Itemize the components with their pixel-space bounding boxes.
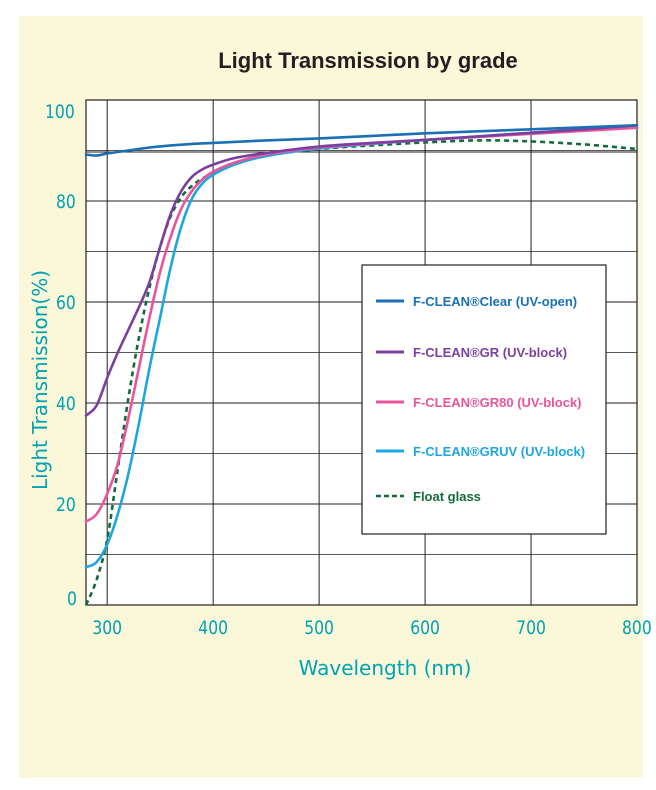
series-lines: [84, 124, 639, 606]
x-tick-label: 400: [198, 618, 228, 640]
legend-box: [361, 264, 607, 535]
legend-label: F-CLEAN®Clear (UV-open): [413, 294, 577, 309]
x-tick-labels: 300 400 500 600 700 800: [92, 618, 651, 640]
x-tick-label: 800: [622, 618, 652, 640]
y-tick-label: 80: [56, 192, 76, 214]
chart-title: Light Transmission by grade: [218, 48, 518, 73]
series-line-4: [84, 139, 638, 606]
x-tick-label: 300: [92, 618, 122, 640]
legend: F-CLEAN®Clear (UV-open) F-CLEAN®GR (UV-bl…: [361, 264, 607, 535]
x-tick-label: 700: [516, 618, 546, 640]
legend-label: F-CLEAN®GR (UV-block): [413, 345, 567, 360]
legend-label: F-CLEAN®GR80 (UV-block): [413, 395, 581, 410]
x-axis-label: Wavelength (nm): [299, 656, 472, 680]
series-line-0: [84, 124, 639, 157]
y-tick-label: 40: [56, 394, 76, 416]
y-tick-label: 60: [56, 293, 76, 315]
y-tick-labels: 0 20 40 60 80 100: [45, 102, 77, 611]
legend-label: Float glass: [413, 489, 481, 504]
y-axis-label: Light Transmission(%): [28, 270, 52, 490]
y-tick-label: 0: [67, 589, 77, 611]
x-tick-label: 600: [410, 618, 440, 640]
y-tick-label: 100: [45, 102, 75, 124]
series-line-1: [84, 124, 639, 417]
x-tick-label: 500: [304, 618, 334, 640]
legend-label: F-CLEAN®GRUV (UV-block): [413, 444, 585, 459]
y-tick-label: 20: [56, 495, 76, 517]
